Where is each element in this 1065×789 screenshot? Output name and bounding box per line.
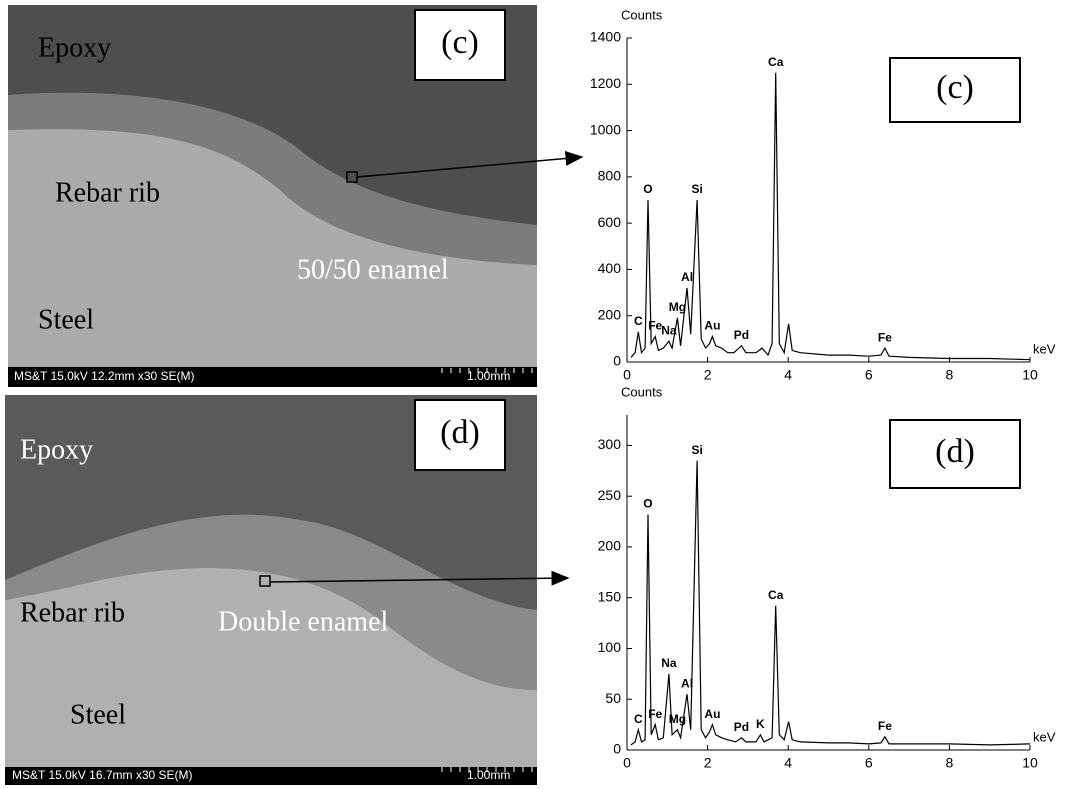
- peak-label: Ca: [768, 55, 784, 69]
- panel-box: [889, 419, 1021, 489]
- peak-label: Al: [681, 676, 693, 690]
- peak-label: O: [643, 497, 652, 511]
- region-label: Epoxy: [20, 434, 93, 465]
- peak-label: Fe: [648, 319, 662, 333]
- region-label: Steel: [38, 304, 94, 335]
- peak-label: Si: [691, 182, 702, 196]
- y-tick-label: 400: [598, 260, 622, 276]
- peak-label: Al: [681, 270, 693, 284]
- arrow: [356, 150, 584, 178]
- y-axis-label: Counts: [621, 7, 663, 22]
- steel-region: [8, 129, 537, 367]
- sample-box: [259, 575, 271, 587]
- y-tick-label: 100: [598, 639, 622, 655]
- x-tick-label: 10: [1022, 367, 1038, 383]
- peak-label: Fe: [648, 707, 662, 721]
- steel-region: [5, 568, 537, 767]
- enamel-layer: [8, 92, 537, 265]
- y-tick-label: 50: [605, 690, 621, 706]
- x-tick-label: 4: [784, 755, 792, 771]
- x-tick-label: 4: [784, 367, 792, 383]
- enamel-layer: [5, 514, 537, 690]
- region-label: Rebar rib: [20, 597, 125, 628]
- x-tick-label: 6: [865, 755, 873, 771]
- peak-label: Mg: [669, 300, 686, 314]
- x-tick-label: 2: [704, 755, 712, 771]
- y-tick-label: 0: [613, 353, 621, 369]
- scale-text: 1.00mm: [467, 768, 510, 782]
- y-tick-label: 0: [613, 741, 621, 757]
- info-bar: [8, 367, 537, 387]
- peak-label: O: [643, 182, 652, 196]
- region-label: Epoxy: [38, 32, 111, 63]
- y-tick-label: 1200: [590, 75, 621, 91]
- region-label: Double enamel: [218, 606, 388, 637]
- peak-label: Na: [661, 323, 677, 337]
- panel-box: [414, 9, 506, 81]
- y-tick-label: 1400: [590, 29, 621, 45]
- x-tick-label: 6: [865, 367, 873, 383]
- y-axis-label: Counts: [621, 384, 663, 399]
- y-tick-label: 600: [598, 214, 622, 230]
- y-tick-label: 300: [598, 436, 622, 452]
- peak-label: Mg: [669, 712, 686, 726]
- y-tick-label: 200: [598, 538, 622, 554]
- panel-box: [889, 57, 1021, 123]
- peak-label: Si: [691, 443, 702, 457]
- info-text: MS&T 15.0kV 12.2mm x30 SE(M): [14, 369, 195, 383]
- peak-label: C: [634, 314, 643, 328]
- peak-label: Fe: [878, 719, 892, 733]
- peak-label: Pd: [734, 720, 749, 734]
- y-tick-label: 200: [598, 306, 622, 322]
- info-text: MS&T 15.0kV 16.7mm x30 SE(M): [12, 768, 193, 782]
- panel-label: (d): [935, 433, 975, 470]
- spectrum-line: [630, 72, 1031, 361]
- x-tick-label: 0: [623, 755, 631, 771]
- x-tick-label: 8: [946, 755, 954, 771]
- panel-label: (d): [440, 414, 480, 451]
- peak-label: Na: [661, 656, 677, 670]
- peak-label: C: [634, 712, 643, 726]
- x-axis-label: keV: [1033, 729, 1056, 744]
- peak-label: Pd: [734, 328, 749, 342]
- region-label: Steel: [70, 699, 126, 730]
- peak-label: Au: [704, 707, 720, 721]
- y-tick-label: 150: [598, 588, 622, 604]
- info-bar: [5, 767, 537, 785]
- y-tick-label: 250: [598, 487, 622, 503]
- region-label: Rebar rib: [55, 177, 160, 208]
- y-tick-label: 800: [598, 168, 622, 184]
- panel-label: (c): [936, 69, 974, 106]
- sem-image-bottom: [5, 395, 537, 785]
- sem-image-top: [8, 5, 537, 387]
- peak-label: Au: [704, 319, 720, 333]
- region-label: 50/50 enamel: [297, 254, 449, 285]
- panel-label: (c): [441, 24, 479, 61]
- y-tick-label: 1000: [590, 121, 621, 137]
- x-tick-label: 0: [623, 367, 631, 383]
- peak-label: Fe: [878, 330, 892, 344]
- x-tick-label: 2: [704, 367, 712, 383]
- arrow: [269, 570, 570, 586]
- x-axis-label: keV: [1033, 341, 1056, 356]
- x-tick-label: 8: [946, 367, 954, 383]
- x-tick-label: 10: [1022, 755, 1038, 771]
- peak-label: Ca: [768, 588, 784, 602]
- spectrum-line: [630, 460, 1031, 746]
- peak-label: K: [756, 717, 765, 731]
- scale-text: 1.00mm: [467, 369, 510, 383]
- panel-box: [414, 399, 506, 471]
